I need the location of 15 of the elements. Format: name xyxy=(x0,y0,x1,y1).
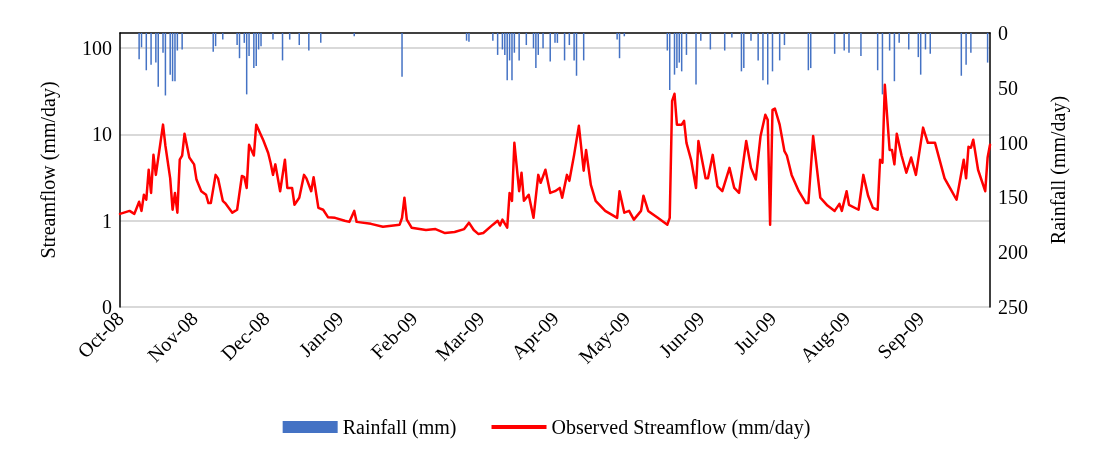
y-tick-label: 1 xyxy=(102,209,112,232)
y2-tick-label: 250 xyxy=(998,296,1028,318)
y2-tick-label: 200 xyxy=(998,241,1028,264)
y2-tick-label: 150 xyxy=(998,186,1028,209)
y2-tick-label: 50 xyxy=(998,76,1018,99)
y2-tick-label: 0 xyxy=(998,22,1008,44)
legend-label: Observed Streamflow (mm/day) xyxy=(551,416,811,439)
legend-label: Rainfall (mm) xyxy=(342,416,457,439)
y2-tick-label: 100 xyxy=(998,131,1028,154)
y2-axis-title: Rainfall (mm/day) xyxy=(1047,95,1070,245)
y-axis-title: Streamflow (mm/day) xyxy=(37,81,60,259)
line-series xyxy=(118,83,992,236)
y-tick-label: 10 xyxy=(92,123,112,146)
y-tick-label: 0 xyxy=(102,296,112,318)
y-tick-label: 100 xyxy=(82,37,112,60)
